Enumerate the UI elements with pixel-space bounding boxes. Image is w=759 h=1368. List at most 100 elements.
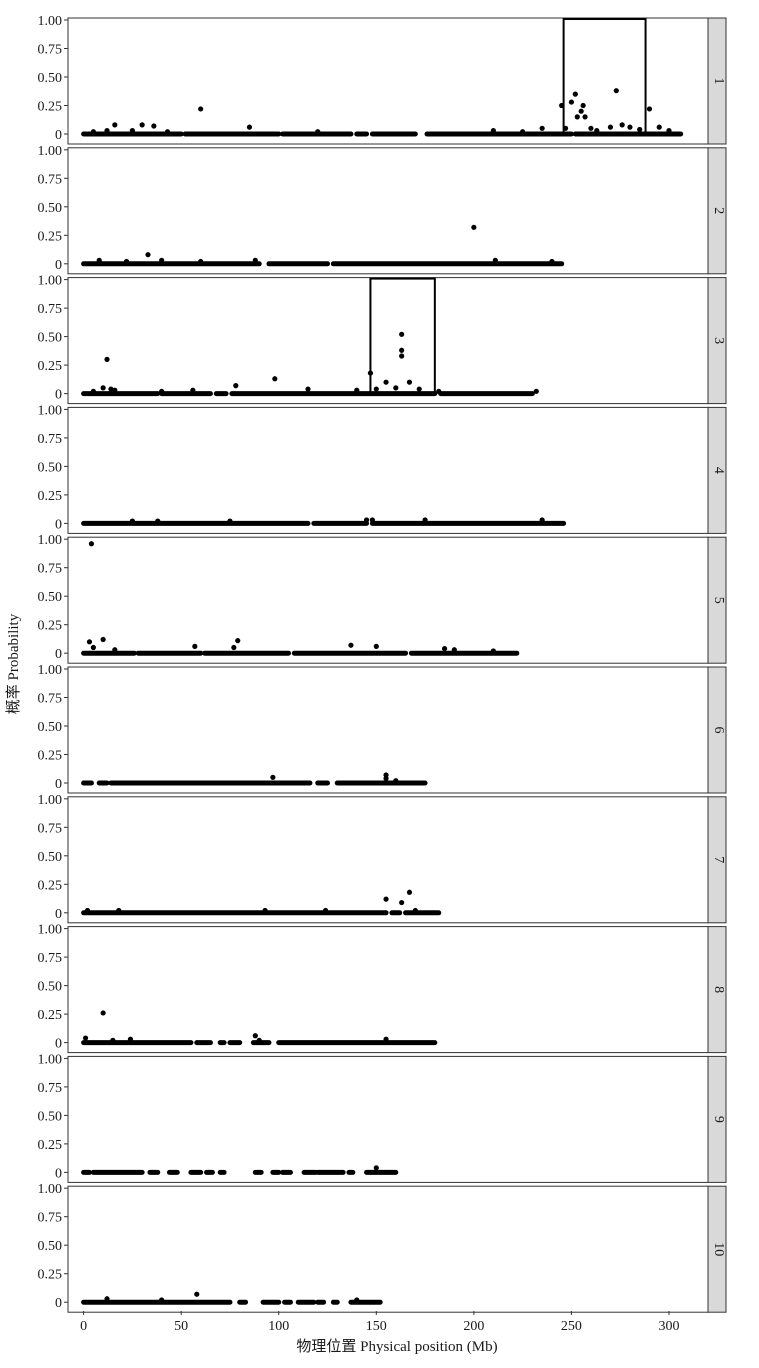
data-point [252,257,258,263]
y-tick-label: 0.75 [38,562,63,577]
x-tick-label: 200 [463,1319,484,1334]
data-point [607,124,614,130]
data-point [549,258,555,265]
strip-background [707,926,727,1054]
y-tick-label: 1.00 [38,1182,63,1197]
panel-frame [67,796,709,924]
y-tick-label: 0 [55,907,62,922]
data-point [588,125,594,131]
data-point [129,518,135,524]
y-tick-label: 1.00 [38,793,63,808]
data-point [399,353,405,359]
data-point [436,388,442,394]
y-tick-label: 0.25 [38,1008,63,1023]
strip-background [707,147,727,275]
data-point [100,385,106,391]
data-point [441,646,448,652]
data-point [373,643,379,649]
data-point [363,517,370,523]
data-point [383,775,389,782]
data-point [262,907,268,914]
strip-label: 10 [711,1242,726,1256]
y-tick-label: 1.00 [38,533,63,548]
y-tick-label: 0.25 [38,1138,63,1153]
y-tick-label: 0 [55,388,62,403]
data-point [90,388,96,394]
data-point [159,257,165,263]
x-tick-label: 50 [174,1319,188,1334]
data-point [580,102,586,109]
data-point [619,122,625,128]
data-point [116,907,122,914]
data-point [412,907,418,914]
strip-label: 2 [711,207,726,214]
data-point [315,129,321,135]
strip-background [707,1055,727,1183]
data-point [159,1297,165,1303]
data-point [369,517,375,523]
y-tick-label: 1.00 [38,274,63,289]
y-tick-label: 0.50 [38,71,63,86]
data-point [451,647,457,653]
x-tick-label: 150 [366,1319,387,1334]
y-tick-label: 0 [55,1166,62,1181]
x-axis-title: 物理位置 Physical position (Mb) [296,1338,497,1355]
strip-background [707,17,727,145]
data-point [84,907,91,914]
data-point [235,638,241,644]
data-point [637,126,643,133]
strip-label: 5 [711,597,726,604]
strip-label: 6 [711,727,726,734]
y-tick-label: 1.00 [38,923,63,938]
y-tick-label: 0 [55,517,62,532]
y-tick-label: 0.75 [38,432,63,447]
data-point [627,124,633,130]
y-tick-label: 0.50 [38,201,63,216]
panel-frame [67,406,709,534]
data-point [348,642,354,648]
data-point [492,257,498,263]
y-tick-label: 0.25 [38,749,63,764]
strip-background [707,277,727,405]
data-point [383,1036,389,1042]
strip-label: 7 [711,856,726,863]
y-tick-label: 0.75 [38,302,63,317]
data-point [112,647,118,653]
data-point [100,1010,106,1016]
data-point [594,127,600,134]
y-tick-label: 0.50 [38,590,63,605]
y-tick-label: 0.50 [38,460,63,475]
data-point [533,388,539,394]
y-tick-label: 0.25 [38,100,63,115]
data-point [490,127,496,134]
highlight-box [369,277,436,395]
y-tick-label: 0.75 [38,821,63,836]
data-point [354,387,360,393]
y-tick-label: 0.25 [38,359,63,374]
data-point [613,88,619,94]
data-point [393,385,399,391]
data-point [82,1035,89,1041]
data-point [393,778,399,784]
data-point [322,907,329,914]
data-point [383,379,389,385]
data-point [373,1165,379,1171]
data-point [305,386,311,392]
data-point [582,114,588,120]
strip-background [707,666,727,794]
data-point [190,387,196,393]
strip-background [707,796,727,924]
strip-background [707,1185,727,1313]
y-tick-label: 1.00 [38,144,63,159]
panel-frame [67,666,709,794]
strip-label: 1 [711,78,726,85]
data-point [112,387,118,393]
data-point [145,252,151,258]
strip-label: 4 [711,467,726,474]
y-tick-label: 0 [55,777,62,792]
y-tick-label: 0.50 [38,1239,63,1254]
data-point [112,122,118,128]
data-point [129,127,135,134]
y-tick-label: 0 [55,128,62,143]
strip-label: 8 [711,986,726,993]
